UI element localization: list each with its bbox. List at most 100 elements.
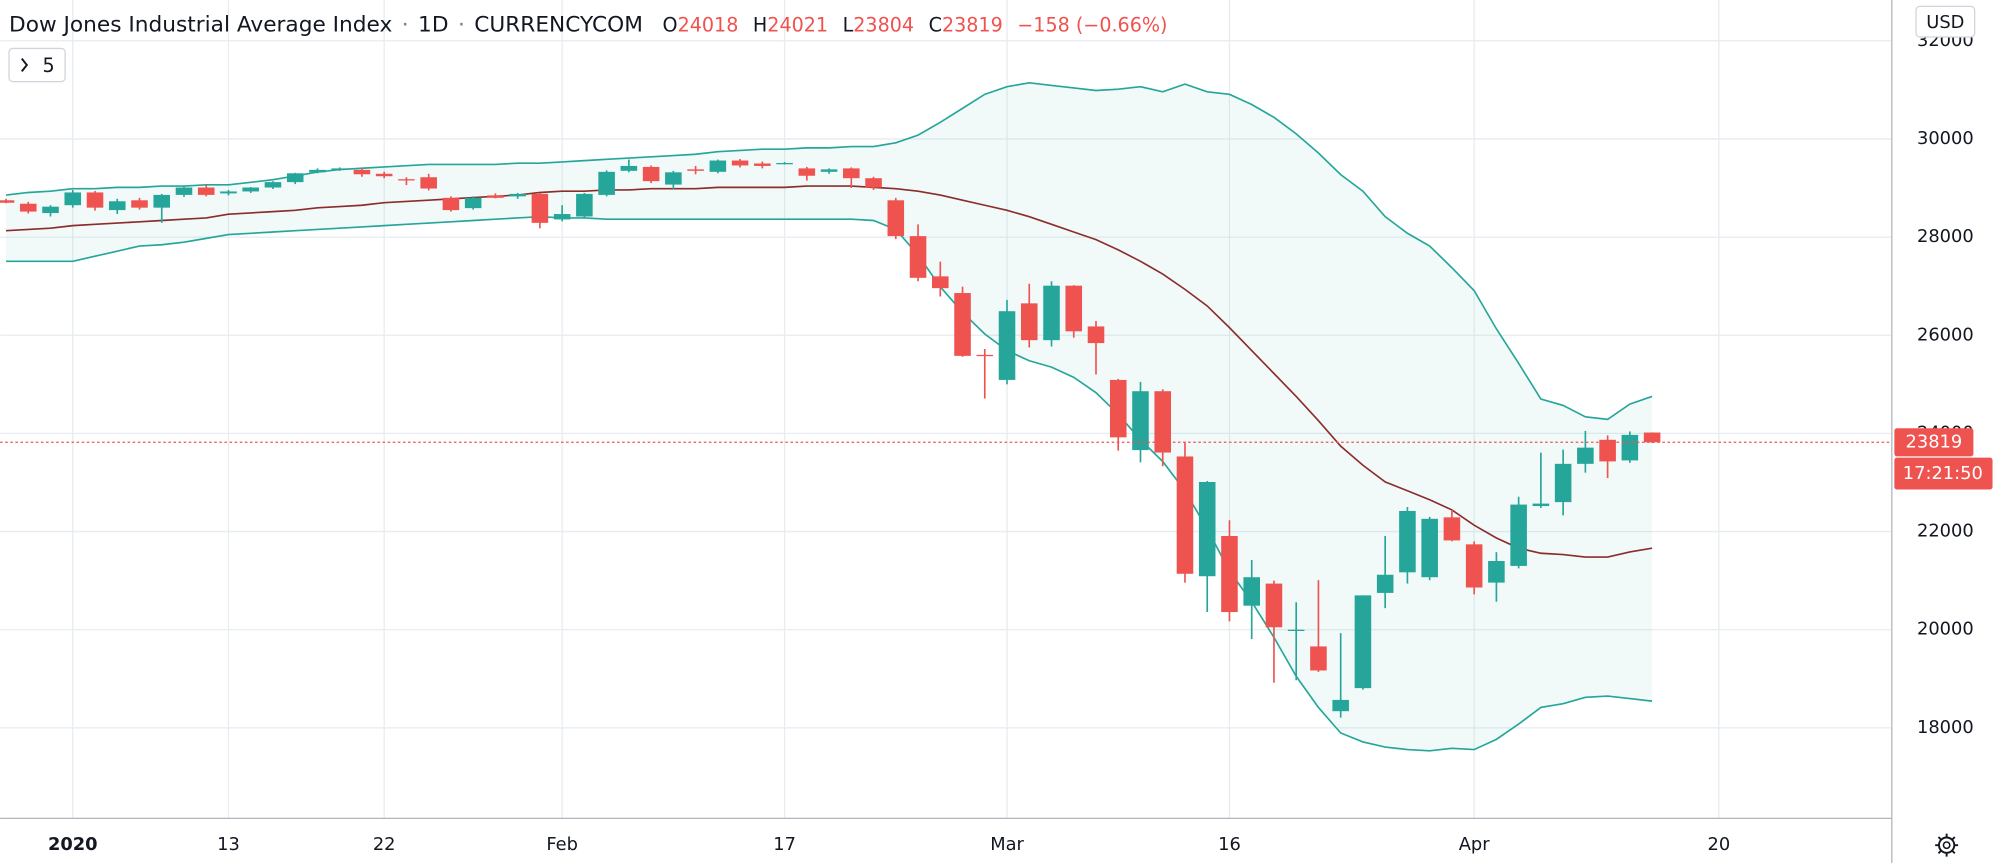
- candle-body: [1354, 595, 1372, 689]
- candle-body: [620, 165, 638, 171]
- candle-body: [531, 193, 549, 223]
- candle-body: [1310, 646, 1327, 671]
- candle-body: [1132, 391, 1149, 451]
- indicators-toggle[interactable]: 5: [8, 47, 66, 83]
- candle-body: [1621, 434, 1639, 461]
- countdown: 17:21:50: [1903, 463, 1983, 484]
- candle-body: [798, 168, 816, 176]
- y-tick-label: 20000: [1917, 619, 1974, 640]
- candle-body: [665, 172, 682, 185]
- candle-body: [1510, 504, 1527, 566]
- y-tick-label: 28000: [1917, 226, 1974, 247]
- candle-body: [1265, 583, 1283, 628]
- candle-body: [353, 169, 371, 175]
- x-tick-label: 22: [373, 834, 396, 855]
- candle-body: [420, 177, 437, 189]
- high-value: 24021: [767, 13, 828, 36]
- candle-body: [1109, 379, 1127, 438]
- candle-body: [1599, 439, 1616, 462]
- low-label: L: [843, 13, 854, 36]
- candle-body: [442, 197, 460, 211]
- candle-body: [642, 166, 660, 182]
- candle-body: [731, 160, 749, 166]
- open-value: 24018: [678, 13, 739, 36]
- indicator-count[interactable]: 5: [42, 54, 54, 77]
- x-tick-label: 2020: [48, 834, 98, 855]
- candle-body: [19, 203, 37, 212]
- candle-body: [1532, 503, 1550, 507]
- candle-body: [64, 192, 82, 206]
- candle-body: [887, 200, 905, 237]
- candle-body: [1221, 535, 1238, 613]
- close-label: C: [929, 13, 942, 36]
- bollinger-bands: [5, 82, 1653, 752]
- y-tick-label: 30000: [1917, 128, 1974, 149]
- candle-body: [709, 160, 727, 172]
- band-fill: [6, 82, 1653, 751]
- high-label: H: [753, 13, 767, 36]
- candle-body: [1043, 285, 1060, 341]
- candle-body: [86, 192, 104, 208]
- candle-body: [865, 178, 882, 188]
- candle-body: [108, 201, 126, 211]
- candle-body: [375, 173, 393, 177]
- candle-body: [998, 311, 1016, 380]
- y-tick-label: 18000: [1917, 717, 1974, 738]
- countdown-badge: [1894, 457, 1993, 490]
- close-value: 23819: [942, 13, 1003, 36]
- candle-body: [0, 200, 15, 203]
- candle-body: [1443, 517, 1461, 541]
- separator: ·: [402, 12, 409, 37]
- candle-body: [1554, 463, 1572, 503]
- candle-body: [1020, 303, 1038, 341]
- x-tick-label: 17: [773, 834, 796, 855]
- middle-band: [5, 185, 1653, 558]
- button-frame[interactable]: [8, 47, 66, 83]
- candle-body: [598, 171, 615, 195]
- candle-body: [1198, 482, 1216, 577]
- x-tick-label: 20: [1707, 834, 1730, 855]
- candle-body: [1154, 391, 1172, 453]
- last-price-label: 23819: [1906, 431, 1963, 452]
- candle-body: [398, 179, 415, 181]
- lower-band: [6, 215, 1653, 752]
- candles: [0, 159, 1892, 718]
- candle-body: [932, 276, 949, 289]
- candle-body: [1577, 447, 1594, 464]
- symbol: Dow Jones Industrial Average Index: [9, 12, 392, 37]
- x-tick-label: Feb: [546, 834, 578, 855]
- gear-hub[interactable]: [1942, 841, 1951, 850]
- axes: 1800020000220002400026000280003000032000…: [48, 30, 1993, 855]
- candle-body: [1376, 574, 1394, 593]
- currency-frame[interactable]: [1915, 5, 1976, 38]
- x-tick-label: 13: [217, 834, 240, 855]
- candle-body: [1243, 577, 1260, 606]
- candle-body: [1176, 456, 1194, 574]
- candle-body: [1332, 699, 1349, 712]
- candle-body: [175, 187, 193, 195]
- chevron-icon[interactable]: [21, 58, 29, 72]
- candle-body: [1421, 518, 1438, 578]
- candle-body: [220, 191, 237, 194]
- currency[interactable]: USD: [1926, 12, 1964, 33]
- candle-body: [1287, 629, 1305, 632]
- candle-body: [42, 206, 59, 214]
- candle-body: [1465, 544, 1483, 588]
- gear-teeth[interactable]: [1935, 833, 1959, 857]
- candle-body: [954, 293, 971, 356]
- x-tick-label: Apr: [1459, 834, 1491, 855]
- candle-body: [1065, 285, 1083, 332]
- candle-body: [153, 194, 171, 208]
- candle-body: [843, 168, 860, 179]
- candle-body: [820, 169, 838, 172]
- settings-button[interactable]: [1935, 833, 1959, 857]
- candle-body: [309, 169, 326, 173]
- open-label: O: [663, 13, 678, 36]
- exchange: CURRENCYCOM: [474, 12, 643, 37]
- currency-badge[interactable]: USD: [1915, 5, 1976, 38]
- y-tick-label: 26000: [1917, 324, 1974, 345]
- candle-body: [464, 197, 482, 209]
- candle-body: [1087, 326, 1105, 344]
